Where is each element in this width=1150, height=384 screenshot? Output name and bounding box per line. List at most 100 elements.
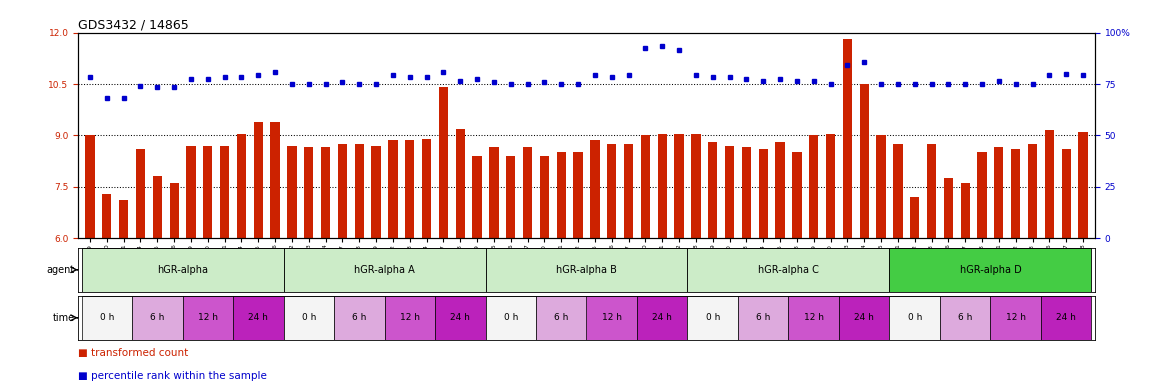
- Text: hGR-alpha D: hGR-alpha D: [959, 265, 1021, 275]
- Bar: [435, 296, 485, 340]
- Bar: [354, 144, 363, 238]
- Bar: [940, 296, 990, 340]
- Bar: [254, 122, 263, 238]
- Bar: [186, 146, 196, 238]
- Bar: [284, 248, 485, 292]
- Text: 6 h: 6 h: [554, 313, 568, 322]
- Bar: [1044, 130, 1055, 238]
- Text: 0 h: 0 h: [100, 313, 114, 322]
- Bar: [738, 296, 789, 340]
- Bar: [990, 296, 1041, 340]
- Text: GDS3432 / 14865: GDS3432 / 14865: [78, 18, 189, 31]
- Text: 24 h: 24 h: [652, 313, 673, 322]
- Text: 12 h: 12 h: [601, 313, 622, 322]
- Bar: [688, 248, 889, 292]
- Text: 24 h: 24 h: [854, 313, 874, 322]
- Text: 6 h: 6 h: [958, 313, 973, 322]
- Text: 12 h: 12 h: [400, 313, 420, 322]
- Bar: [233, 296, 284, 340]
- Bar: [473, 156, 482, 238]
- Bar: [220, 146, 229, 238]
- Text: time: time: [53, 313, 75, 323]
- Bar: [136, 149, 145, 238]
- Bar: [586, 296, 637, 340]
- Bar: [169, 183, 178, 238]
- Bar: [284, 296, 334, 340]
- Bar: [789, 296, 840, 340]
- Bar: [1079, 132, 1088, 238]
- Bar: [82, 248, 284, 292]
- Text: 24 h: 24 h: [1056, 313, 1076, 322]
- Bar: [1028, 144, 1037, 238]
- Bar: [889, 248, 1091, 292]
- Bar: [574, 152, 583, 238]
- Bar: [944, 178, 953, 238]
- Bar: [1061, 149, 1071, 238]
- Bar: [759, 149, 768, 238]
- Bar: [321, 147, 330, 238]
- Bar: [843, 40, 852, 238]
- Text: 6 h: 6 h: [756, 313, 771, 322]
- Bar: [641, 136, 650, 238]
- Bar: [485, 296, 536, 340]
- Text: 12 h: 12 h: [804, 313, 823, 322]
- Bar: [607, 144, 616, 238]
- Text: 6 h: 6 h: [352, 313, 367, 322]
- Bar: [637, 296, 688, 340]
- Bar: [978, 152, 987, 238]
- Bar: [910, 197, 919, 238]
- Bar: [422, 139, 431, 238]
- Bar: [995, 147, 1004, 238]
- Text: ■ transformed count: ■ transformed count: [78, 348, 189, 358]
- Text: 24 h: 24 h: [248, 313, 268, 322]
- Bar: [960, 183, 969, 238]
- Bar: [153, 177, 162, 238]
- Bar: [118, 200, 129, 238]
- Text: 6 h: 6 h: [151, 313, 164, 322]
- Text: 0 h: 0 h: [504, 313, 518, 322]
- Bar: [334, 296, 384, 340]
- Bar: [810, 136, 819, 238]
- Text: hGR-alpha C: hGR-alpha C: [758, 265, 819, 275]
- Text: 0 h: 0 h: [706, 313, 720, 322]
- Bar: [132, 296, 183, 340]
- Text: hGR-alpha B: hGR-alpha B: [557, 265, 616, 275]
- Text: hGR-alpha A: hGR-alpha A: [354, 265, 415, 275]
- Text: 12 h: 12 h: [198, 313, 217, 322]
- Bar: [489, 147, 499, 238]
- Bar: [338, 144, 347, 238]
- Bar: [539, 156, 549, 238]
- Bar: [859, 84, 869, 238]
- Bar: [1041, 296, 1091, 340]
- Bar: [840, 296, 889, 340]
- Bar: [304, 147, 314, 238]
- Bar: [658, 134, 667, 238]
- Text: hGR-alpha: hGR-alpha: [158, 265, 208, 275]
- Bar: [237, 134, 246, 238]
- Bar: [688, 296, 738, 340]
- Bar: [102, 194, 112, 238]
- Bar: [204, 146, 213, 238]
- Text: agent: agent: [47, 265, 75, 275]
- Bar: [590, 141, 599, 238]
- Text: 12 h: 12 h: [1006, 313, 1026, 322]
- Bar: [371, 146, 381, 238]
- Bar: [506, 156, 515, 238]
- Bar: [674, 134, 684, 238]
- Bar: [439, 88, 448, 238]
- Bar: [889, 296, 940, 340]
- Bar: [557, 152, 566, 238]
- Bar: [724, 146, 734, 238]
- Bar: [927, 144, 936, 238]
- Bar: [536, 296, 586, 340]
- Bar: [775, 142, 784, 238]
- Text: 24 h: 24 h: [451, 313, 470, 322]
- Bar: [455, 129, 465, 238]
- Bar: [742, 147, 751, 238]
- Bar: [523, 147, 532, 238]
- Bar: [624, 144, 634, 238]
- Bar: [894, 144, 903, 238]
- Bar: [183, 296, 233, 340]
- Bar: [82, 296, 132, 340]
- Bar: [876, 136, 886, 238]
